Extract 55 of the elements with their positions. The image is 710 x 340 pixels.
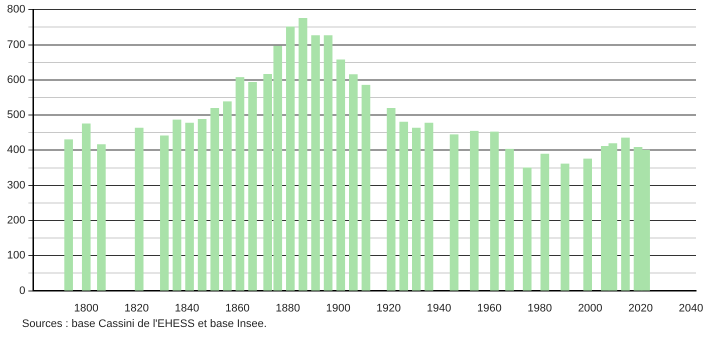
x-tick-label: 1840 [174,302,200,314]
bar [450,134,458,291]
bar [424,122,434,291]
bar [560,164,570,291]
x-tick-label: 2040 [678,302,704,314]
x-tick-label: 1880 [276,302,300,314]
x-tick-label: 2020 [628,302,653,314]
bar [386,108,396,291]
bar [324,35,332,291]
y-tick-label: 0 [19,284,26,297]
bar [286,26,295,291]
bar [349,74,358,291]
bar [336,60,346,291]
x-tick-label: 2000 [578,302,602,314]
bar [248,82,257,291]
source-note: Sources : base Cassini de l'EHESS et base Insee. [22,318,268,330]
bar [298,18,308,291]
bar [362,84,370,291]
bar [505,148,514,291]
bar [412,128,421,291]
x-tick-label: 1800 [74,302,99,314]
bar [583,158,592,291]
y-tick-label: 100 [6,250,26,262]
y-tick-label: 400 [6,144,26,156]
bar [97,144,106,291]
bar [522,167,532,291]
bar [82,124,91,291]
y-tick-label: 700 [6,38,26,51]
x-tick-label: 1900 [326,302,350,314]
bar [160,135,169,291]
bar [399,122,408,291]
bar [236,77,244,291]
bar [621,138,630,291]
bar [223,101,232,291]
x-tick-label: 1940 [426,302,452,314]
x-tick-label: 1820 [124,302,149,314]
bar [311,35,320,291]
bar [490,132,499,291]
bar [134,128,144,291]
x-tick-label: 1980 [528,302,552,314]
y-tick-label: 800 [6,4,26,16]
x-tick-label: 1860 [225,302,250,314]
y-tick-label: 500 [6,109,26,122]
x-tick-label: 1960 [477,302,502,314]
bar [172,120,182,291]
bar [185,122,194,291]
bar [198,118,206,291]
bar [210,108,220,291]
y-tick-label: 300 [6,179,26,192]
x-tick-label: 1920 [376,302,401,314]
bar [470,130,479,291]
bar [64,139,73,291]
y-tick-label: 200 [6,214,26,227]
y-tick-label: 600 [6,74,26,86]
bar [540,154,550,291]
